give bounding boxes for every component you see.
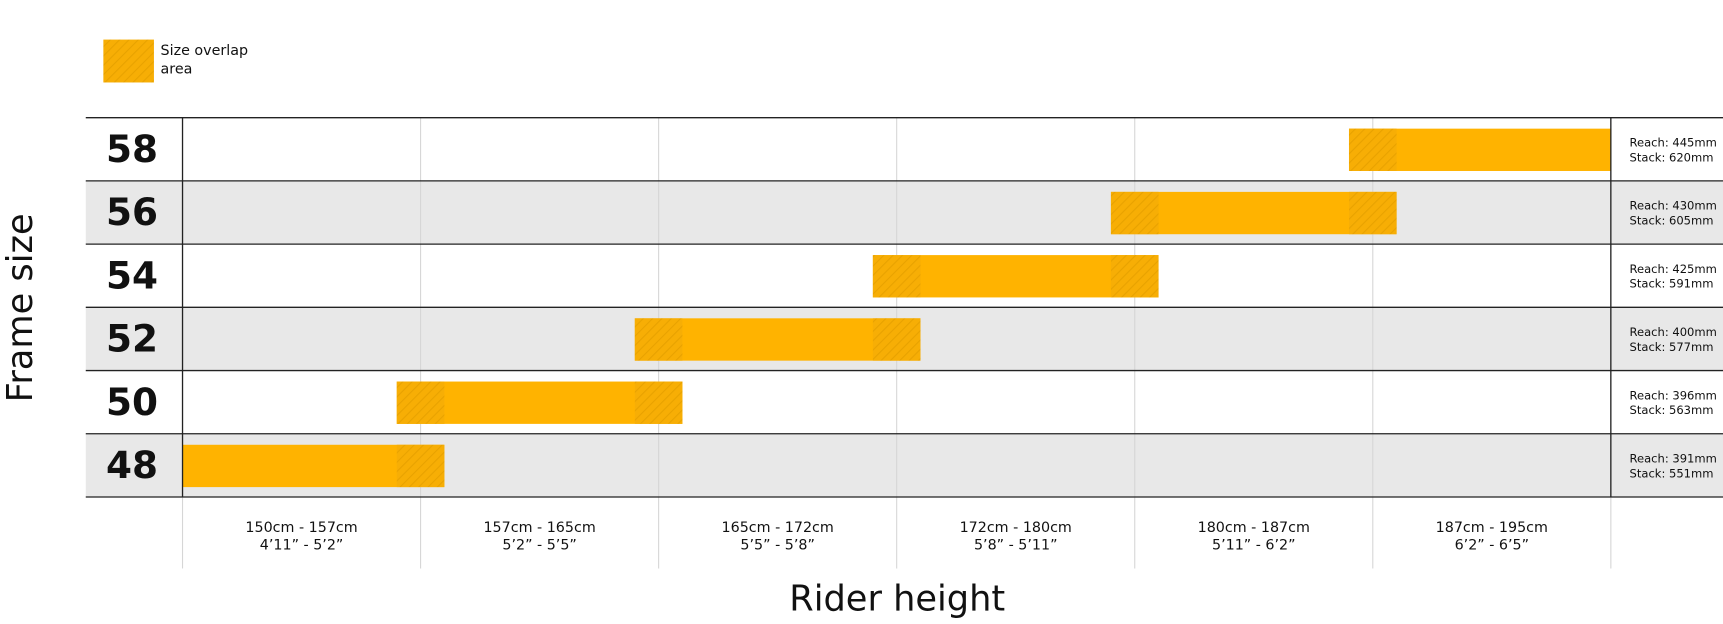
height-cm-label: 187cm - 195cm bbox=[1436, 520, 1548, 536]
overlap-area bbox=[1110, 255, 1159, 298]
height-cm-label: 157cm - 165cm bbox=[483, 520, 595, 536]
x-axis-title: Rider height bbox=[789, 578, 1005, 619]
height-ft-label: 4’11” - 5’2” bbox=[260, 537, 344, 553]
geometry-note: Reach: 396mm bbox=[1630, 388, 1717, 402]
height-ft-label: 6’2” - 6’5” bbox=[1455, 537, 1529, 553]
geometry-note: Reach: 425mm bbox=[1630, 262, 1717, 276]
row-band bbox=[85, 180, 1723, 245]
overlap-area bbox=[872, 255, 921, 298]
legend-label: Size overlap area bbox=[160, 42, 249, 79]
height-ft-label: 5’2” - 5’5” bbox=[502, 537, 576, 553]
height-ft-label: 5’8” - 5’11” bbox=[974, 537, 1058, 553]
geometry-note: Stack: 620mm bbox=[1630, 150, 1714, 164]
frame-size-label: 48 bbox=[106, 443, 158, 487]
overlap-area bbox=[634, 318, 683, 361]
overlap-area bbox=[1110, 191, 1159, 235]
geometry-note: Stack: 563mm bbox=[1630, 403, 1714, 417]
overlap-area bbox=[872, 318, 921, 361]
legend-box: Size overlap area bbox=[160, 42, 249, 79]
geometry-note: Reach: 391mm bbox=[1630, 452, 1717, 466]
y-axis-title: Frame size bbox=[0, 213, 41, 402]
geometry-note: Reach: 445mm bbox=[1630, 135, 1717, 149]
overlap-area bbox=[396, 444, 445, 488]
height-cm-label: 172cm - 180cm bbox=[960, 520, 1072, 536]
size-bar bbox=[872, 255, 1159, 298]
frame-size-label: 52 bbox=[106, 317, 158, 361]
legend-swatch bbox=[103, 39, 154, 83]
height-cm-label: 150cm - 157cm bbox=[245, 520, 357, 536]
geometry-note: Reach: 400mm bbox=[1630, 325, 1717, 339]
height-ft-label: 5’5” - 5’8” bbox=[740, 537, 814, 553]
height-cm-label: 165cm - 172cm bbox=[722, 520, 834, 536]
frame-size-label: 50 bbox=[106, 380, 158, 424]
geometry-note: Stack: 605mm bbox=[1630, 214, 1714, 228]
frame-size-label: 56 bbox=[106, 190, 158, 234]
height-ft-label: 5’11” - 6’2” bbox=[1212, 537, 1296, 553]
frame-size-label: 58 bbox=[106, 127, 158, 171]
overlap-area bbox=[1348, 191, 1397, 235]
geometry-note: Stack: 591mm bbox=[1630, 277, 1714, 291]
height-cm-label: 180cm - 187cm bbox=[1198, 520, 1310, 536]
frame-size-label: 54 bbox=[106, 253, 158, 297]
size-bar bbox=[634, 318, 921, 361]
geometry-note: Stack: 551mm bbox=[1630, 466, 1714, 480]
geometry-note: Reach: 430mm bbox=[1630, 199, 1717, 213]
geometry-note: Stack: 577mm bbox=[1630, 340, 1714, 354]
overlap-area bbox=[1348, 128, 1397, 171]
overlap-area bbox=[634, 381, 683, 424]
overlap-area bbox=[396, 381, 445, 424]
